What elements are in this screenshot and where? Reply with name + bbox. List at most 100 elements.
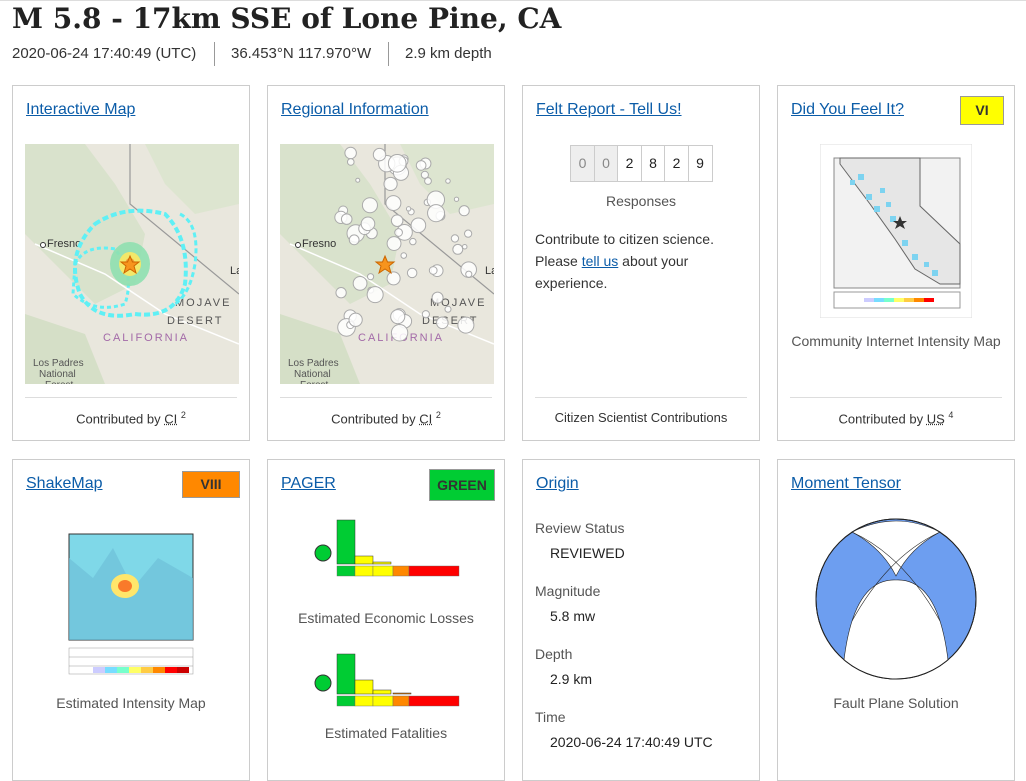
map-label: National [294, 369, 331, 380]
past-event [353, 276, 367, 290]
scale-bar [409, 696, 459, 706]
past-event [411, 218, 426, 233]
event-depth: 2.9 km depth [405, 45, 492, 62]
past-event [453, 244, 463, 254]
map-label: DESERT [167, 315, 223, 327]
event-location: 36.453°N 117.970°W [231, 45, 371, 62]
scale-bar [355, 696, 373, 706]
past-event [391, 215, 403, 227]
past-event [437, 317, 449, 329]
card: Moment Tensor Fault Plane Solution [777, 459, 1015, 781]
footer-text: Contributed by [76, 411, 161, 426]
link[interactable]: tell us [582, 253, 619, 269]
note: 4 [948, 410, 953, 420]
digit: 2 [664, 145, 689, 182]
histogram-bar [337, 654, 355, 694]
past-event [356, 178, 360, 182]
past-event [341, 214, 352, 225]
shaking [118, 580, 132, 592]
digit: 9 [688, 145, 713, 182]
card-link[interactable]: Did You Feel It? [791, 101, 904, 119]
scale-bar [337, 696, 355, 706]
caption: Estimated Economic Losses [268, 607, 504, 629]
scale-bar [373, 696, 393, 706]
card-link[interactable]: Felt Report - Tell Us! [536, 101, 682, 119]
past-event [349, 313, 362, 326]
digit: 0 [594, 145, 619, 182]
scale-bar [409, 566, 459, 576]
caption: Estimated Intensity Map [13, 692, 249, 714]
source: CI [164, 411, 177, 426]
histogram[interactable] [313, 518, 463, 578]
card-text: Contribute to citizen science. Please te… [535, 228, 747, 294]
card: Interactive Map Fresno MOJAVE DESERT CALIFO… [12, 85, 250, 441]
histogram-bar [355, 556, 373, 564]
past-event [462, 244, 466, 248]
thumbnail[interactable] [63, 518, 199, 678]
card-footer: Contributed by US 4 [778, 410, 1014, 426]
event-time: 2020-06-24 17:40:49 (UTC) [12, 45, 196, 62]
source: CI [419, 411, 432, 426]
histogram-bar [373, 690, 391, 694]
card-link[interactable]: Regional Information [281, 101, 429, 119]
past-event [454, 197, 458, 201]
card: Felt Report - Tell Us! 002829 Responses … [522, 85, 760, 441]
past-event [373, 148, 385, 160]
past-event [451, 235, 458, 242]
map-label: National [39, 369, 76, 380]
past-event [388, 155, 406, 173]
thumbnail[interactable] [820, 144, 972, 318]
card-link[interactable]: Origin [536, 475, 579, 493]
past-event [432, 292, 443, 303]
field-value: 2020-06-24 17:40:49 UTC [550, 734, 713, 750]
beachball[interactable] [814, 516, 978, 682]
card: Regional Information FresnoMOJAVEDESERTC… [267, 85, 505, 441]
past-event [384, 177, 397, 190]
past-event [407, 268, 416, 277]
scale-bar [393, 696, 409, 706]
event-title: M 5.8 - 17km SSE of Lone Pine, CA [12, 2, 561, 35]
field-label: Depth [535, 646, 572, 662]
card-link[interactable]: ShakeMap [26, 475, 103, 493]
separator [388, 42, 389, 66]
map[interactable]: FresnoMOJAVEDESERTCALIFORNIALos PadresNa… [25, 144, 239, 384]
map[interactable]: FresnoMOJAVEDESERTCALIFORNIALos PadresNa… [280, 144, 494, 384]
map-label: Los Padres [33, 358, 84, 369]
map-label: La [485, 265, 494, 277]
field-label: Magnitude [535, 583, 600, 599]
field-value: 5.8 mw [550, 608, 595, 624]
scale-bar [355, 566, 373, 576]
text: Please [535, 253, 578, 269]
card-link[interactable]: Interactive Map [26, 101, 135, 119]
past-event [429, 267, 437, 275]
past-event [391, 310, 405, 324]
top-rule [0, 0, 1026, 1]
past-event [367, 274, 373, 280]
card: Origin Review Status REVIEWED Magnitude 5.8… [522, 459, 760, 781]
digit: 0 [570, 145, 595, 182]
footer-text: Contributed by [331, 411, 416, 426]
card-link[interactable]: PAGER [281, 475, 336, 493]
card-footer: Contributed by CI 2 [13, 410, 249, 426]
card: ShakeMap VIII Estimated Intensity Map [12, 459, 250, 781]
past-event [349, 235, 359, 245]
histogram[interactable] [313, 648, 463, 708]
past-event [459, 206, 469, 216]
scale-bar [373, 566, 393, 576]
past-event [465, 230, 472, 237]
intensity-badge: VIII [182, 471, 240, 498]
past-event [345, 147, 357, 159]
legend-scale [93, 667, 189, 673]
map-label: MOJAVE [175, 297, 231, 309]
card-link[interactable]: Moment Tensor [791, 475, 901, 493]
divider [790, 397, 1002, 398]
map-label: CALIFORNIA [103, 332, 189, 344]
note: 2 [181, 410, 186, 420]
histogram-bar [373, 562, 391, 564]
digit: 8 [641, 145, 666, 182]
responses-label: Responses [523, 190, 759, 212]
divider [535, 397, 747, 398]
digit: 2 [617, 145, 642, 182]
intensity-badge: VI [960, 96, 1004, 125]
